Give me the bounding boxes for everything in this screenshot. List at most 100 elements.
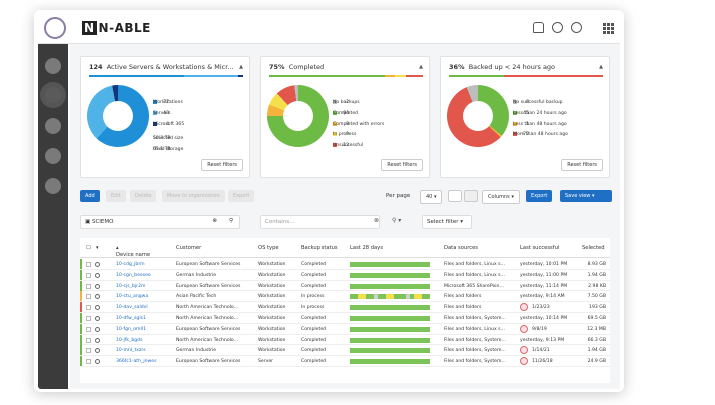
columns-button[interactable]: Columns ▾ bbox=[482, 190, 520, 204]
clear-icon[interactable]: ⊗ bbox=[212, 218, 217, 224]
summary-card-3[interactable]: 36% Backed up < 24 hours ago ▲ 8 No success… bbox=[440, 56, 610, 178]
row-menu-icon[interactable] bbox=[95, 337, 100, 343]
row-checkbox[interactable] bbox=[86, 272, 91, 278]
row-checkbox[interactable] bbox=[86, 305, 91, 311]
table-row[interactable]: 10-fgn_omll1 European Software Services Wo… bbox=[80, 323, 610, 335]
save-view-button[interactable]: Save view ▾ bbox=[560, 190, 612, 202]
organization-search[interactable]: ▣ SCIEMO ⊗ ⚲ bbox=[80, 215, 240, 229]
table-row[interactable]: 10-cdg_jbrm European Software Services Wor… bbox=[80, 259, 610, 270]
grid-view-icon[interactable] bbox=[464, 190, 478, 202]
table-row[interactable]: 10-ctu_angwa Asian Pacific Tech Workstatio… bbox=[80, 291, 610, 303]
device-link[interactable]: 10-cdg_jbrm bbox=[116, 262, 145, 267]
sidebar-item-2[interactable] bbox=[45, 87, 61, 103]
row-checkbox[interactable] bbox=[86, 294, 91, 300]
user-icon[interactable] bbox=[552, 22, 563, 33]
cloud-icon[interactable] bbox=[44, 17, 66, 39]
history-bar[interactable] bbox=[350, 326, 430, 332]
row-menu-icon[interactable] bbox=[95, 359, 100, 365]
row-checkbox[interactable] bbox=[86, 283, 91, 289]
row-menu-icon[interactable] bbox=[95, 272, 100, 278]
history-bar[interactable] bbox=[350, 359, 430, 365]
table-row[interactable]: 10-cjs_bjr2m European Software Services Wo… bbox=[80, 280, 610, 292]
col-backup-status[interactable]: Backup status bbox=[301, 245, 338, 251]
select-filter-dropdown[interactable]: Select filter ▾ bbox=[422, 215, 472, 229]
move-button[interactable]: Move to organization bbox=[162, 190, 225, 202]
device-link[interactable]: 10-dfw_sgls1 bbox=[116, 315, 146, 321]
collapse-icon[interactable]: ▲ bbox=[239, 64, 243, 70]
table-row[interactable]: 10-jfk_bgds North American Technolo... Wor… bbox=[80, 334, 610, 346]
reset-filters-button[interactable]: Reset filters bbox=[381, 159, 423, 171]
col-customer[interactable]: Customer bbox=[176, 245, 202, 251]
summary-card-2[interactable]: 75% Completed ▲ 2 No backups 94 Completed 8 Com… bbox=[260, 56, 430, 178]
history-bar[interactable] bbox=[350, 315, 430, 321]
device-link[interactable]: 10-fgn_omll1 bbox=[116, 326, 147, 332]
edit-button[interactable]: Edit bbox=[106, 190, 126, 202]
sidebar-item-4[interactable] bbox=[45, 148, 61, 164]
table-row[interactable]: 10-dfw_sgls1 North American Technolo... Wo… bbox=[80, 312, 610, 324]
delete-button[interactable]: Delete bbox=[130, 190, 157, 202]
filter-search-icon[interactable]: ⚲ ▾ bbox=[392, 217, 402, 224]
row-menu-icon[interactable] bbox=[95, 348, 100, 354]
history-bar[interactable] bbox=[350, 283, 430, 289]
row-menu-icon[interactable] bbox=[95, 305, 100, 311]
row-checkbox[interactable] bbox=[86, 262, 91, 267]
col-last-28-days[interactable]: Last 28 days bbox=[350, 245, 383, 251]
summary-card-1[interactable]: 124 Active Servers & Workstations & Micr… bbox=[80, 56, 250, 178]
reset-filters-button[interactable]: Reset filters bbox=[561, 159, 603, 171]
per-page-select[interactable]: 40 ▾ bbox=[420, 190, 443, 204]
help-icon[interactable] bbox=[571, 22, 582, 33]
row-checkbox[interactable] bbox=[86, 359, 91, 365]
row-menu-icon[interactable] bbox=[95, 326, 100, 332]
search-icon[interactable]: ⚲ bbox=[228, 218, 233, 224]
table-row[interactable]: 10-mnl_txzrs German Industrie Workstation C… bbox=[80, 345, 610, 357]
row-menu-icon[interactable] bbox=[95, 315, 100, 321]
table-row[interactable]: 366fc1-ath_jnwes European Software Servic… bbox=[80, 356, 610, 367]
sidebar-item-3[interactable] bbox=[45, 118, 61, 134]
col-data-sources[interactable]: Data sources bbox=[444, 245, 478, 251]
device-link[interactable]: 10-dav_saldvl bbox=[116, 305, 148, 311]
export-button[interactable]: Export bbox=[526, 190, 553, 202]
reset-filters-button[interactable]: Reset filters bbox=[201, 159, 243, 171]
donut-chart[interactable] bbox=[447, 85, 509, 147]
add-button[interactable]: Add bbox=[80, 190, 100, 202]
history-bar[interactable] bbox=[350, 305, 430, 311]
table-row[interactable]: 10-cgn_beoseo German Industrie Workstation… bbox=[80, 269, 610, 281]
device-link[interactable]: 10-cgn_beoseo bbox=[116, 272, 151, 278]
export-ghost-button[interactable]: Export bbox=[228, 190, 255, 202]
sort-icon[interactable]: ▾ bbox=[96, 245, 99, 251]
sidebar-item-5[interactable] bbox=[45, 178, 61, 194]
device-link[interactable]: 10-jfk_bgds bbox=[116, 337, 143, 343]
history-bar[interactable] bbox=[350, 294, 430, 300]
collapse-icon[interactable]: ▲ bbox=[599, 64, 603, 70]
row-menu-icon[interactable] bbox=[95, 283, 100, 289]
donut-chart[interactable] bbox=[267, 85, 329, 147]
row-menu-icon[interactable] bbox=[95, 262, 100, 267]
clear-filter-icon[interactable]: ⊗ bbox=[374, 217, 380, 224]
contains-input[interactable]: Contains... bbox=[260, 215, 380, 229]
sidebar-item-1[interactable] bbox=[45, 58, 61, 74]
list-view-icon[interactable] bbox=[448, 190, 462, 202]
row-checkbox[interactable] bbox=[86, 348, 91, 354]
device-link[interactable]: 366fc1-ath_jnwes bbox=[116, 359, 157, 365]
row-checkbox[interactable] bbox=[86, 315, 91, 321]
bell-icon[interactable] bbox=[533, 22, 544, 33]
select-all-checkbox[interactable]: ☐ bbox=[86, 245, 91, 251]
col-selected[interactable]: Selected bbox=[582, 245, 605, 251]
row-menu-icon[interactable] bbox=[95, 294, 100, 300]
history-bar[interactable] bbox=[350, 272, 430, 278]
device-link[interactable]: 10-mnl_txzrs bbox=[116, 348, 146, 354]
collapse-icon[interactable]: ▲ bbox=[419, 64, 423, 70]
donut-chart[interactable] bbox=[87, 85, 149, 147]
col-os-type[interactable]: OS type bbox=[258, 245, 279, 251]
row-checkbox[interactable] bbox=[86, 326, 91, 332]
history-bar[interactable] bbox=[350, 262, 430, 267]
device-link[interactable]: 10-cjs_bjr2m bbox=[116, 283, 146, 289]
history-bar[interactable] bbox=[350, 337, 430, 343]
history-bar[interactable] bbox=[350, 348, 430, 354]
col-last-successful[interactable]: Last successful bbox=[520, 245, 560, 251]
col-device-name[interactable]: Device name ▴ bbox=[116, 245, 151, 258]
table-row[interactable]: 10-dav_saldvl North American Technolo... W… bbox=[80, 302, 610, 313]
row-checkbox[interactable] bbox=[86, 337, 91, 343]
device-link[interactable]: 10-ctu_angwa bbox=[116, 294, 149, 300]
apps-grid-icon[interactable] bbox=[603, 23, 614, 34]
